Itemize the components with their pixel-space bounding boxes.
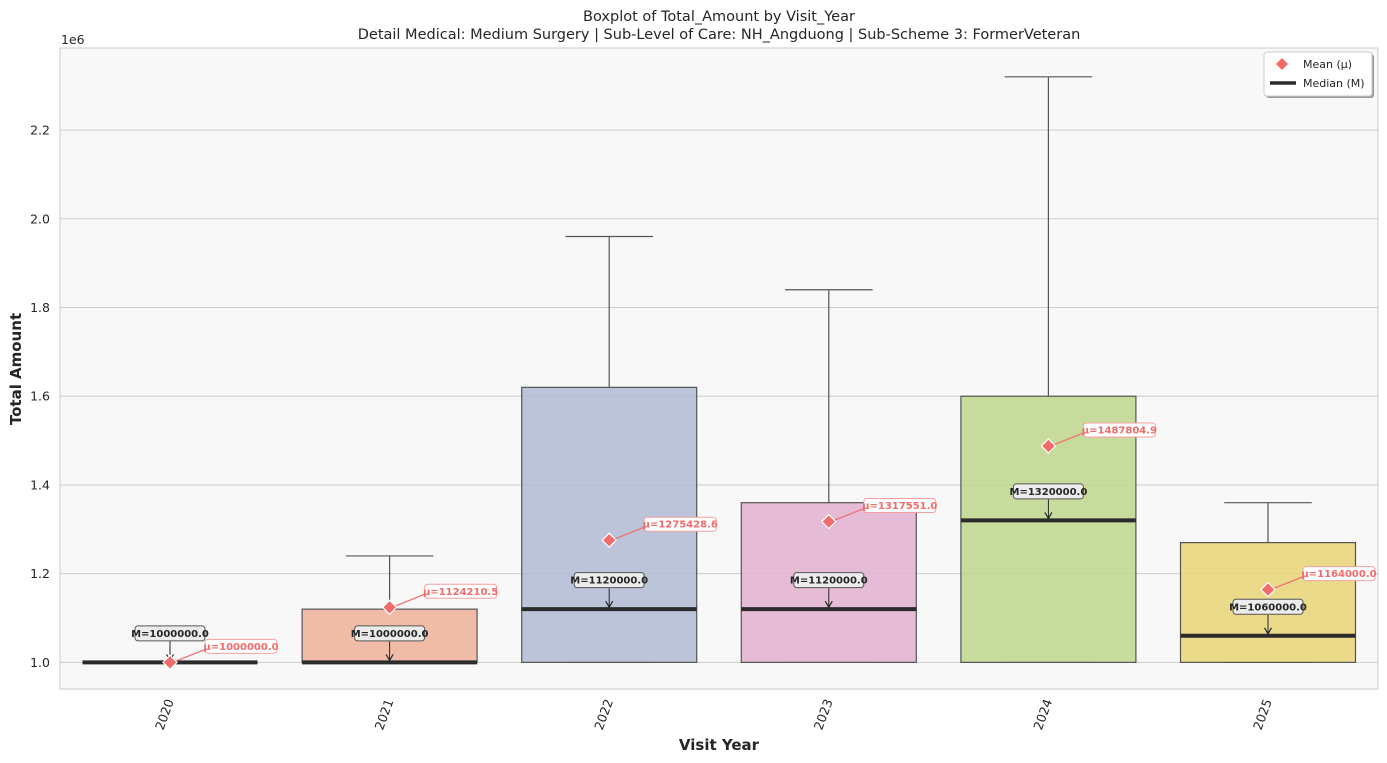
median-label-box (134, 625, 206, 642)
y-tick-label: 1.4 (30, 477, 50, 492)
mean-label: μ=1124210.5 (423, 587, 498, 598)
median-arrow-head (385, 654, 394, 662)
mean-label-box (204, 638, 278, 654)
y-tick-label: 2.2 (30, 123, 50, 138)
median-label: M=1120000.0 (570, 576, 648, 587)
mean-arrow (394, 593, 425, 607)
mean-marker (1260, 581, 1276, 598)
legend-median-label: Median (M) (1303, 77, 1365, 90)
mean-label: μ=1487804.9 (1082, 425, 1157, 436)
mean-label-box (1082, 422, 1156, 438)
mean-arrow (613, 526, 645, 540)
box-group-2025: M=1060000.0 μ=1164000.0 (1179, 502, 1377, 663)
mean-label-box (863, 498, 937, 514)
legend-mean-marker (1276, 58, 1288, 70)
box-group-2024: M=1320000.0 μ=1487804.9 (960, 76, 1157, 663)
y-tick-label: 1.0 (30, 655, 50, 670)
mean-label: μ=1317551.0 (862, 501, 937, 512)
mean-label: μ=1275428.6 (643, 520, 718, 531)
median-arrow-head (1263, 627, 1273, 635)
median-arrow-head (824, 600, 833, 609)
x-tick-label: 2021 (371, 697, 396, 732)
median-arrow-head (605, 600, 614, 609)
y-axis-label: Total Amount (7, 313, 25, 425)
mean-marker (601, 532, 618, 549)
mean-arrow (1272, 576, 1304, 590)
mean-label: μ=1000000.0 (203, 642, 278, 653)
median-label-box (573, 572, 645, 589)
y-tick-label: 1.2 (30, 566, 50, 581)
median-label: M=1000000.0 (131, 629, 209, 640)
mean-label-box (643, 516, 717, 532)
mean-label-box (424, 583, 498, 599)
mean-marker (381, 599, 398, 616)
median-label-box (1232, 598, 1304, 615)
y-tick-label: 1.8 (30, 300, 50, 315)
mean-marker (1040, 438, 1057, 454)
x-tick-label: 2023 (811, 697, 836, 732)
legend-mean-label: Mean (μ) (1303, 58, 1352, 71)
plot-frame (59, 47, 1379, 690)
chart-title: Boxplot of Total_Amount by Visit_Year (583, 9, 855, 25)
y-tick-label: 2.0 (30, 211, 50, 226)
mean-arrow (833, 507, 865, 522)
median-label: M=1060000.0 (1229, 602, 1307, 613)
legend: Mean (μ) Median (M) (1263, 51, 1374, 98)
median-label-box (793, 572, 865, 589)
x-tick-label: 2025 (1250, 697, 1275, 732)
median-label-box (354, 625, 426, 642)
mean-label: μ=1164000.0 (1301, 569, 1376, 580)
median-label-box (1012, 483, 1084, 500)
mean-arrow (1053, 432, 1084, 446)
box-group-2022: M=1120000.0 μ=1275428.6 (521, 235, 718, 663)
x-tick-label: 2022 (591, 697, 616, 732)
median-label: M=1320000.0 (1010, 487, 1088, 498)
legend-frame (1263, 51, 1373, 97)
box-group-2020: M=1000000.0 μ=1000000.0 (82, 625, 279, 671)
plot-background (60, 48, 1378, 689)
mean-marker (162, 654, 178, 671)
box-group-2023: M=1120000.0 μ=1317551.0 (740, 289, 937, 663)
y-tick-label: 1.6 (30, 389, 50, 404)
x-tick-label: 2024 (1030, 697, 1055, 732)
x-tick-label: 2020 (152, 697, 177, 732)
mean-label-box (1302, 566, 1376, 582)
box-group-2021: M=1000000.0 μ=1124210.5 (301, 555, 498, 665)
plot-area: 1.0 1.2 1.4 1.6 1.8 2.0 2.2 M=1000000.0 μ=100000… (30, 47, 1379, 732)
median-label: M=1120000.0 (790, 576, 868, 587)
mean-arrow (174, 648, 206, 662)
median-arrow-head (1044, 512, 1053, 520)
x-axis-label: Visit Year (679, 736, 760, 754)
y-axis-offset-label: 1e6 (61, 32, 85, 47)
median-label: M=1000000.0 (351, 629, 429, 640)
mean-marker (820, 513, 837, 530)
chart-subtitle: Detail Medical: Medium Surgery | Sub-Lev… (358, 27, 1081, 43)
